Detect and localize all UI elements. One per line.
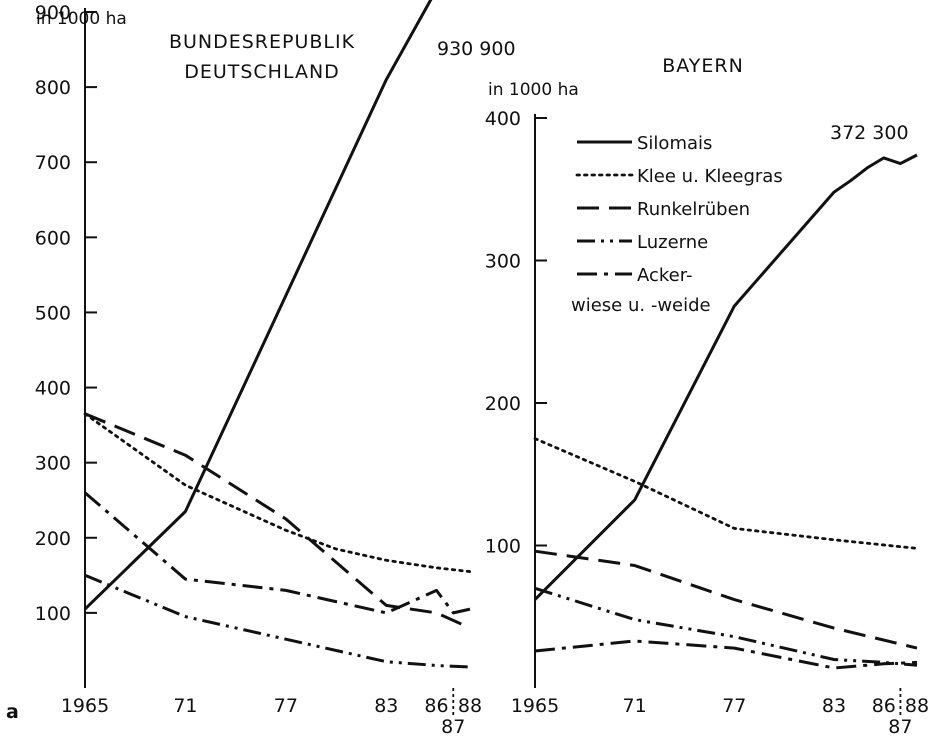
legend-label: Silomais [637, 133, 712, 154]
legend-label: Klee u. Kleegras [637, 166, 783, 187]
x-tick-label: 77 [722, 695, 746, 717]
series-line-klee-u-kleegras-right [533, 437, 919, 550]
chart-bayern: in 1000 ha BAYERN 372 300 Silomais Klee u… [485, 55, 929, 738]
series-group-right [533, 153, 919, 670]
x-tick-label: 71 [623, 695, 647, 717]
peak-annotation-right: 372 300 [830, 122, 909, 144]
legend-label: Luzerne [637, 232, 708, 253]
series-line-ackerwiese-u-weide-right [534, 639, 918, 670]
x-tick-label: 1965 [61, 695, 109, 717]
chart-title-line: BAYERN [662, 55, 744, 77]
legend-label: wiese u. -weide [571, 295, 711, 316]
y-tick-label: 800 [35, 77, 71, 99]
x-tick-label: 83 [822, 695, 846, 717]
series-line-ackerwiese-u-weide-left [84, 491, 471, 615]
series-line-luzerne-left [84, 573, 471, 669]
y-tick-label: 500 [35, 302, 71, 324]
peak-annotation-left: 930 900 [437, 38, 516, 60]
series-line-luzerne-right [534, 586, 918, 667]
y-axis-label-left: in 1000 ha [36, 9, 127, 29]
y-tick-label: 300 [485, 251, 521, 273]
x-tick-label: 77 [274, 695, 298, 717]
chart-title-right: BAYERN [662, 55, 744, 77]
x-tick-label: 88 [458, 695, 482, 717]
y-tick-label: 900 [35, 2, 71, 24]
x-tick-label: 71 [173, 695, 197, 717]
series-group-left [83, 0, 472, 669]
series-line-silomais-left [83, 0, 433, 611]
y-tick-label: 300 [35, 453, 71, 475]
y-tick-label: 100 [485, 536, 521, 558]
x-tick-label: 87 [888, 716, 912, 738]
x-tick-label: 83 [374, 695, 398, 717]
series-line-runkelr-ben-left [84, 412, 471, 630]
y-tick-label: 100 [35, 603, 71, 625]
y-tick-label: 700 [35, 152, 71, 174]
x-tick-label: 88 [905, 695, 929, 717]
series-line-klee-u-kleegras-left [83, 412, 472, 573]
y-tick-label: 400 [485, 108, 521, 130]
panel-letter: a [6, 701, 19, 723]
chart-title-line: BUNDESREPUBLIK [169, 31, 355, 53]
series-line-silomais-right [533, 153, 918, 601]
y-axis-label-right: in 1000 ha [488, 80, 579, 100]
x-tick-label: 86 [424, 695, 448, 717]
legend-label: Runkelrüben [637, 199, 750, 220]
series-line-runkelr-ben-right [534, 549, 918, 650]
x-tick-label: 86 [872, 695, 896, 717]
y-tick-label: 600 [35, 227, 71, 249]
x-tick-label: 1965 [511, 695, 559, 717]
chart-title-left: BUNDESREPUBLIK DEUTSCHLAND [169, 31, 355, 83]
y-tick-label: 400 [35, 378, 71, 400]
legend: Silomais Klee u. Kleegras Runkelrüben Luzer… [571, 133, 783, 316]
legend-label: Acker- [637, 265, 693, 286]
chart-bundesrepublik: in 1000 ha BUNDESREPUBLIK DEUTSCHLAND 930… [35, 0, 516, 738]
x-tick-label: 87 [441, 716, 465, 738]
y-tick-label: 200 [485, 393, 521, 415]
y-tick-label: 200 [35, 528, 71, 550]
chart-title-line: DEUTSCHLAND [184, 61, 340, 83]
